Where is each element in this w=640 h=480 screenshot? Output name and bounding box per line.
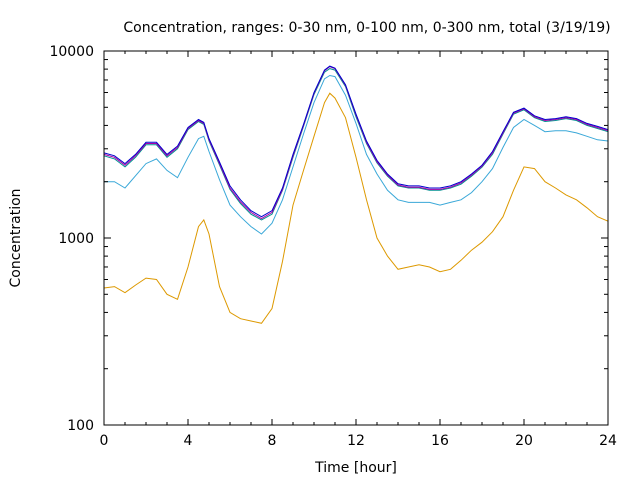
series-layer <box>103 65 609 324</box>
x-tick-label: 4 <box>184 433 193 449</box>
x-tick-label: 20 <box>515 433 533 449</box>
chart-title: Concentration, ranges: 0-30 nm, 0-100 nm… <box>123 20 610 36</box>
plot-frame <box>103 50 609 426</box>
x-tick-label: 8 <box>268 433 277 449</box>
y-axis-label: Concentration <box>8 188 24 287</box>
series-line-4 <box>104 74 609 235</box>
x-tick-label: 16 <box>431 433 449 449</box>
x-axis-label: Time [hour] <box>314 460 397 476</box>
y-axis-ticks: 100 1000 10000 <box>49 44 608 434</box>
series-line-1 <box>103 65 609 218</box>
series-line-5 <box>103 92 609 324</box>
y-tick-label: 100 <box>67 418 94 434</box>
y-tick-label: 1000 <box>58 231 94 247</box>
x-tick-label: 12 <box>347 433 365 449</box>
x-tick-label: 24 <box>599 433 617 449</box>
y-tick-label: 10000 <box>49 44 94 60</box>
x-tick-label: 0 <box>100 433 109 449</box>
x-axis-ticks: 0 4 8 12 16 20 24 <box>100 51 617 449</box>
